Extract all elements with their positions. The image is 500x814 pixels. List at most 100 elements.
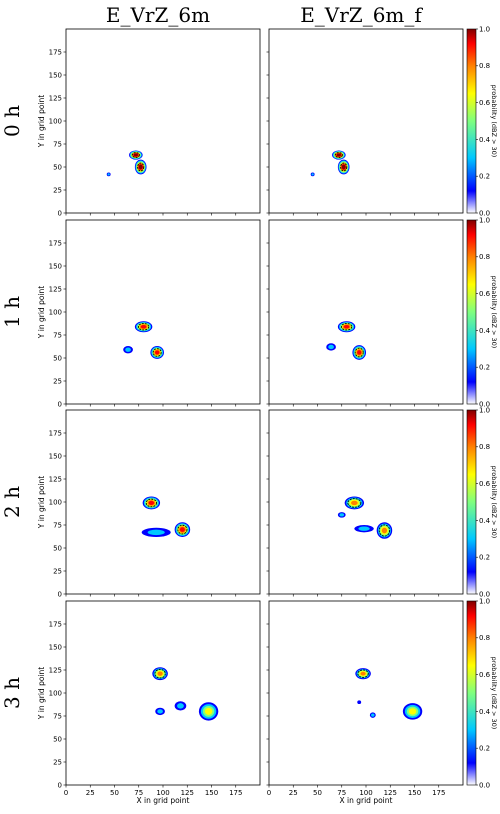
colorbar-tick-label: 0.4 [479,136,491,144]
y-tick-label: 100 [49,117,62,125]
panel-background [66,29,260,213]
contour-outline [138,323,150,331]
colorbar-tick-label: 0.6 [479,99,491,107]
storm-cell [355,668,371,680]
x-axis-label: X in grid point [340,796,393,805]
x-axis-label: X in grid point [137,796,190,805]
storm-cell [369,712,376,718]
storm-cell [357,700,362,705]
row-labels: 0 h 1 h 2 h 3 h [0,105,24,709]
storm-cell [376,522,393,539]
colorbar-tick-label: 1.0 [479,597,490,605]
probability-level [328,344,334,350]
contour-outline [340,162,348,172]
colorbar-ramp [466,600,477,786]
probability-level [148,500,155,505]
probability-level [204,707,213,715]
probability-field [310,150,350,177]
row-label: 2 h [0,486,24,518]
contour-outline [154,668,166,679]
x-tick-label: 150 [205,789,218,797]
contour-outline [137,162,145,172]
colorbar-tick-label: 0.0 [479,400,490,408]
probability-level [351,500,358,506]
colorbar-tick-label: 0.0 [479,209,490,217]
panel-background [66,410,260,594]
y-tick-label: 0 [58,781,62,789]
contour-outline [131,152,140,158]
storm-cell [174,522,191,537]
colorbar-label: probability (dBZ > 30) [490,657,498,730]
y-tick-label: 0 [58,209,62,217]
x-tick-label: 75 [337,789,346,797]
probability-level [358,526,370,531]
colorbar-tick-label: 0.4 [479,517,491,525]
colorbar: 0.0 0.2 0.4 0.6 0.8 1.0 probability (dBZ > 30) [466,597,498,789]
panel-background [269,220,463,404]
panel-background [66,220,260,404]
y-tick-label: 150 [49,643,62,651]
storm-cell [354,525,374,533]
x-tick-label: 125 [181,789,194,797]
colorbar-tick-label: 0.2 [479,364,490,372]
probability-level [133,153,138,157]
y-tick-label: 25 [53,758,62,766]
y-tick-label: 75 [53,712,62,720]
y-tick-label: 0 [58,590,62,598]
contour-outline [357,669,369,678]
probability-level [336,153,341,157]
probability-level [157,709,163,714]
contour-outline [334,152,343,158]
probability-level [157,671,163,676]
storm-cell [326,343,336,351]
y-tick-label: 75 [53,331,62,339]
probability-level [138,164,143,170]
storm-cell [152,667,168,681]
storm-cell [129,150,143,160]
y-tick-label: 50 [53,354,62,362]
panel-E_VrZ_6m_f-2h [266,409,464,597]
storm-cell [141,527,171,537]
storm-cell [402,703,423,720]
probability-level [311,173,314,176]
y-tick-label: 125 [49,475,62,483]
panel-E_VrZ_6m_f-1h [266,219,464,407]
probability-level [125,347,131,352]
colorbar-label: probability (dBZ > 30) [490,466,498,539]
y-tick-label: 175 [49,620,62,628]
colorbar-tick-label: 1.0 [479,25,490,33]
y-tick-label: 175 [49,429,62,437]
row-label: 1 h [0,296,24,328]
colorbar-ramp [466,409,477,595]
probability-level [177,703,184,709]
y-axis-label: Y in grid point [37,476,46,529]
y-tick-label: 75 [53,140,62,148]
colorbar-tick-label: 0.6 [479,671,491,679]
panel-E_VrZ_6m_f-3h: 0 25 50 75 100 125 150 175 X in grid point [266,600,464,805]
x-tick-label: 75 [134,789,143,797]
colorbar: 0.0 0.2 0.4 0.6 0.8 1.0 probability (dBZ > 30) [466,216,498,408]
contour-outline [145,498,157,508]
probability-level [155,350,160,355]
colorbars: 0.0 0.2 0.4 0.6 0.8 1.0 probability (dBZ > 30)… [466,25,498,789]
colorbar-tick-label: 1.0 [479,216,490,224]
y-tick-label: 50 [53,735,62,743]
panel-background [269,601,463,785]
contour-outline [378,524,391,537]
y-tick-label: 150 [49,452,62,460]
x-tick-label: 25 [86,789,95,797]
probability-level [357,700,362,705]
y-tick-label: 75 [53,521,62,529]
y-tick-label: 125 [49,666,62,674]
contour-outline [152,348,162,357]
storm-cell [337,159,350,175]
contour-outline [177,524,188,535]
probability-level [341,164,346,170]
probability-level [408,708,417,715]
probability-field [123,321,164,359]
y-axis-label: Y in grid point [37,95,46,148]
colorbar: 0.0 0.2 0.4 0.6 0.8 1.0 probability (dBZ > 30) [466,25,498,217]
y-tick-label: 100 [49,308,62,316]
y-axis-label: Y in grid point [37,667,46,720]
